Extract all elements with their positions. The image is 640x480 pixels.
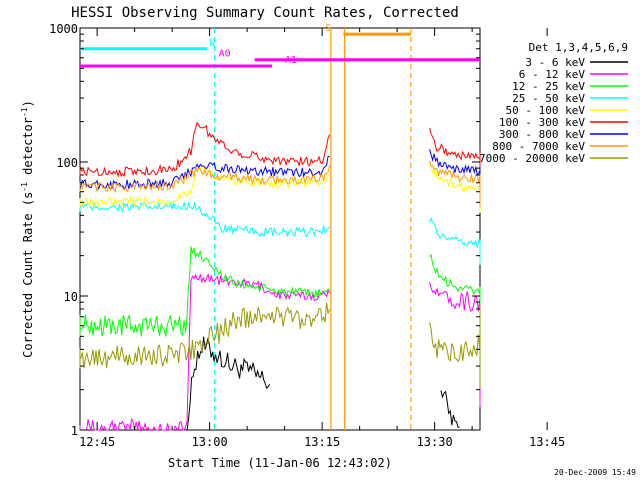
series-3 (79, 201, 481, 265)
y-tick-label-3: 1000 (49, 22, 78, 36)
series-2-line-0 (79, 246, 330, 337)
legend-entry-8: 7000 - 20000 keV (479, 152, 585, 165)
y-axis-label-main: Corrected Count Rate (s (21, 192, 35, 358)
series-7-line-0 (79, 164, 331, 193)
y-axis-label: Corrected Count Rate (s-1 detector-1) (20, 100, 35, 358)
footer-date: 20-Dec-2009 15:49 (554, 468, 636, 477)
legend-entry-4: 50 - 100 keV (506, 104, 586, 117)
y-tick-label-0: 1 (71, 424, 78, 438)
series-lines (79, 121, 481, 432)
series-7 (79, 160, 481, 207)
series-0 (186, 336, 460, 431)
y-axis-label-end: ) (21, 100, 35, 107)
series-1-line-0 (79, 272, 331, 432)
legend-entry-2: 12 - 25 keV (512, 80, 585, 93)
series-2 (79, 246, 481, 341)
legend-entry-0: 3 - 6 keV (525, 56, 585, 69)
y-axis: 1 10 100 1000 (49, 22, 480, 438)
y-axis-label-sup2: -1 (20, 107, 29, 117)
series-1 (79, 272, 481, 432)
series-5-line-0 (79, 121, 331, 178)
plot-frame (79, 27, 481, 431)
legend-entry-7: 800 - 7000 keV (492, 140, 585, 153)
series-1-line-1 (429, 282, 481, 408)
observing-bars: N S A0 A1 (80, 23, 480, 68)
series-5 (79, 121, 481, 187)
y-axis-label-sup1: -1 (20, 182, 29, 192)
x-tick-label-3: 13:30 (417, 435, 453, 449)
chart-title: HESSI Observing Summary Count Rates, Cor… (71, 5, 459, 21)
series-8-line-1 (429, 304, 481, 388)
series-3-line-0 (79, 201, 331, 238)
obs-bar-label-0: N (209, 38, 215, 49)
series-0-line-1 (440, 390, 460, 428)
series-2-line-1 (429, 253, 481, 341)
legend-entry-3: 25 - 50 keV (512, 92, 585, 105)
series-8 (79, 302, 481, 388)
obs-bar-label-2: S (325, 23, 331, 34)
vertical-markers (214, 28, 412, 430)
legend-title: Det 1,3,4,5,6,9 (529, 41, 628, 54)
y-tick-label-2: 100 (56, 156, 78, 170)
legend-entry-6: 300 - 800 keV (499, 128, 585, 141)
series-3-line-1 (429, 217, 481, 265)
x-axis-label: Start Time (11-Jan-06 12:43:02) (168, 456, 392, 470)
series-4-line-0 (79, 165, 330, 208)
x-tick-label-1: 13:00 (192, 435, 228, 449)
x-tick-label-4: 13:45 (529, 435, 565, 449)
obs-bar-label-3: A0 (219, 49, 231, 60)
series-0-line-0 (186, 336, 271, 431)
series-7-line-1 (429, 160, 481, 207)
legend-entry-1: 6 - 12 keV (519, 68, 586, 81)
y-axis-label-mid: detector (21, 117, 35, 182)
series-6 (79, 149, 481, 201)
y-tick-label-1: 10 (64, 290, 78, 304)
obs-bar-label-4: A1 (285, 55, 297, 66)
x-tick-label-2: 13:15 (304, 435, 340, 449)
x-tick-label-0: 12:45 (79, 435, 115, 449)
legend-entry-5: 100 - 300 keV (499, 116, 585, 129)
series-8-line-0 (79, 302, 331, 369)
